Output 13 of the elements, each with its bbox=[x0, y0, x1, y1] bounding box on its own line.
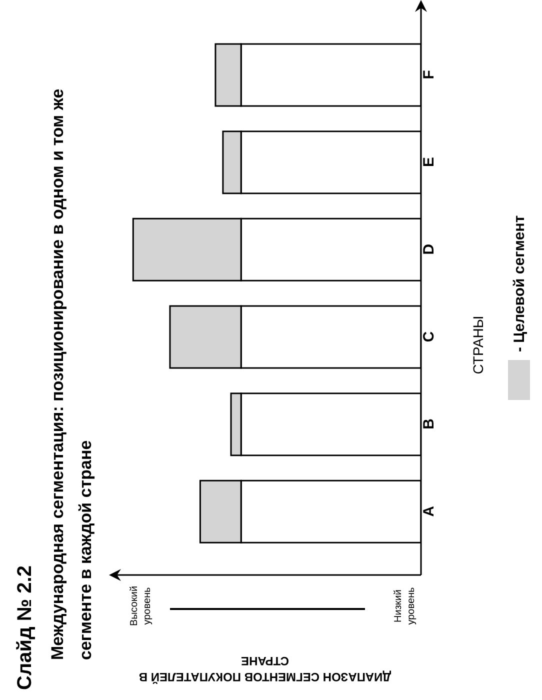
text: ДИАПАЗОН СЕГМЕНТОВ ПОКУПАТЕЛЕЙ В СТРАНЕ bbox=[138, 653, 392, 685]
y-tick-label: C bbox=[420, 331, 438, 342]
y-axis-title: СТРАНЫ bbox=[470, 314, 486, 376]
y-tick-label: E bbox=[420, 156, 438, 168]
text: Низкий уровень bbox=[392, 586, 418, 627]
y-tick-label: A bbox=[420, 506, 438, 517]
text: Высокий уровень bbox=[128, 584, 154, 628]
y-tick-label: F bbox=[420, 70, 438, 80]
y-tick-label: B bbox=[420, 418, 438, 430]
text: Международная сегментация: позиционирование в одном и том же сегменте в каждой стране bbox=[47, 88, 96, 660]
text: - Целевой сегмент bbox=[510, 215, 528, 352]
text: Слайд № 2.2 bbox=[14, 566, 37, 690]
y-tick-label: D bbox=[420, 244, 438, 255]
